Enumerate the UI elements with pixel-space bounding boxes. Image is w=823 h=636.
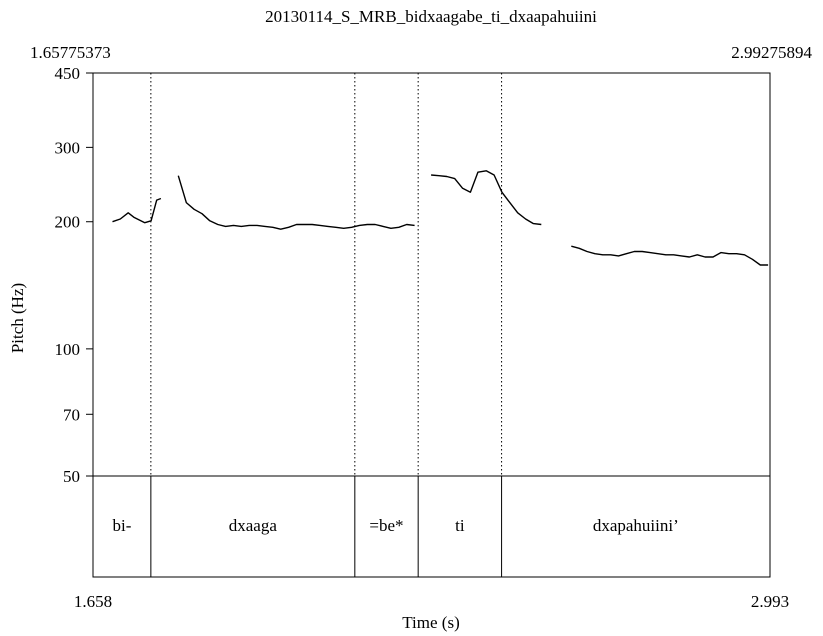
segment-label: bi- — [112, 516, 131, 535]
y-axis-label: Pitch (Hz) — [8, 283, 27, 353]
y-tick-label: 450 — [55, 64, 81, 83]
annotation-tier — [92, 475, 771, 578]
y-axis-ticks: 450 300 200 100 70 50 — [55, 64, 93, 486]
segment-label: dxapahuiini’ — [593, 516, 679, 535]
y-tick-label: 50 — [63, 467, 80, 486]
segment-label: ti — [455, 516, 465, 535]
x-tick-start: 1.658 — [74, 592, 112, 611]
x-axis-label: Time (s) — [402, 613, 459, 632]
segment-label: dxaaga — [229, 516, 278, 535]
boundary-lines — [150, 73, 503, 577]
y-tick-label: 100 — [55, 340, 81, 359]
chart-title: 20130114_S_MRB_bidxaagabe_ti_dxaapahuiin… — [265, 7, 597, 26]
y-tick-label: 200 — [55, 213, 81, 232]
pitch-contour — [431, 170, 542, 226]
segment-label: =be* — [369, 516, 403, 535]
y-tick-label: 70 — [63, 405, 80, 424]
pitch-contour — [571, 245, 769, 266]
pitch-series — [112, 170, 769, 266]
x-start-label: 1.65775373 — [30, 43, 111, 62]
pitch-contour — [112, 197, 162, 224]
segment-labels: bi-dxaaga =be* ti dxapahuiini’ — [112, 516, 678, 535]
pitch-panel — [92, 72, 771, 477]
y-tick-label: 300 — [55, 138, 81, 157]
x-tick-end: 2.993 — [751, 592, 789, 611]
x-end-label: 2.99275894 — [731, 43, 812, 62]
pitch-contour — [177, 175, 415, 230]
